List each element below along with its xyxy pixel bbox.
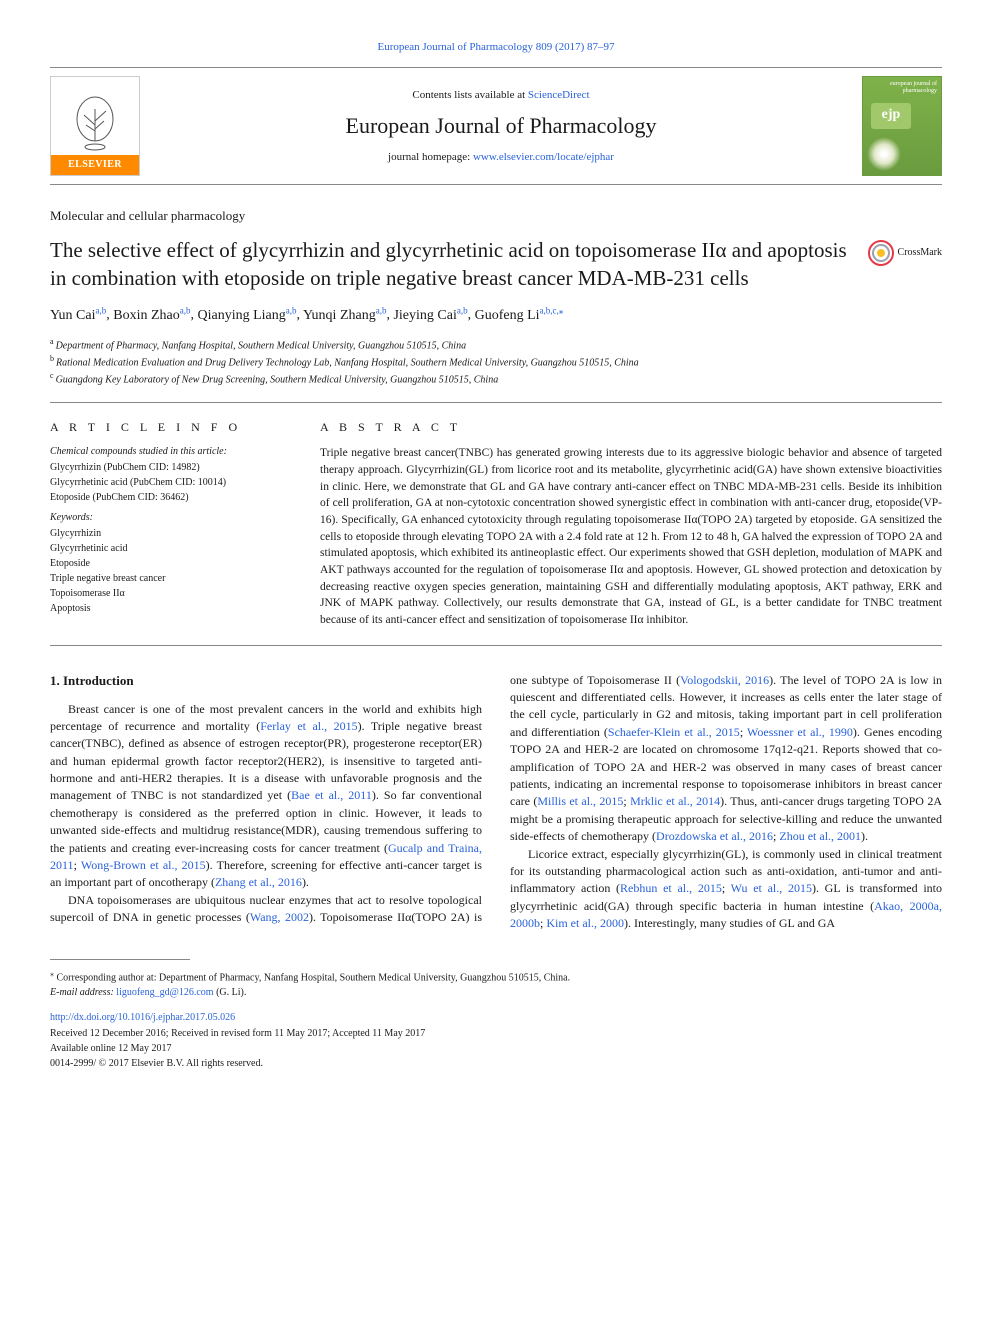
keyword-item: Triple negative breast cancer <box>50 572 290 586</box>
author-affiliation-mark: a,b <box>96 305 107 315</box>
citation-link[interactable]: Wang, 2002 <box>250 910 309 924</box>
masthead-center: Contents lists available at ScienceDirec… <box>152 76 850 176</box>
section-label: Molecular and cellular pharmacology <box>50 207 942 225</box>
keywords-label: Keywords: <box>50 511 290 525</box>
body-text: 1. Introduction Breast cancer is one of … <box>50 672 942 933</box>
corresponding-author-footnote: ⁎ Corresponding author at: Department of… <box>50 968 942 1000</box>
citation-link[interactable]: Ferlay et al., 2015 <box>260 719 357 733</box>
affiliations: a Department of Pharmacy, Nanfang Hospit… <box>50 336 942 388</box>
author: Jieying Caia,b <box>393 308 467 323</box>
citation-header: European Journal of Pharmacology 809 (20… <box>50 40 942 55</box>
article-info: A R T I C L E I N F O Chemical compounds… <box>50 419 290 629</box>
homepage-link[interactable]: www.elsevier.com/locate/ejphar <box>473 151 614 163</box>
copyright: 0014-2999/ © 2017 Elsevier B.V. All righ… <box>50 1056 942 1071</box>
author-affiliation-mark: a,b <box>180 305 191 315</box>
compound-item: Glycyrrhizin (PubChem CID: 14982) <box>50 461 290 475</box>
title-row: The selective effect of glycyrrhizin and… <box>50 236 942 293</box>
affiliation-mark: a <box>50 337 56 346</box>
elsevier-tree-icon <box>70 95 120 155</box>
citation-header-text[interactable]: European Journal of Pharmacology 809 (20… <box>377 41 614 53</box>
crossmark-badge[interactable]: CrossMark <box>868 240 942 266</box>
body-paragraph: Licorice extract, especially glycyrrhizi… <box>510 846 942 933</box>
journal-name: European Journal of Pharmacology <box>152 111 850 142</box>
crossmark-icon <box>868 240 894 266</box>
article-info-heading: A R T I C L E I N F O <box>50 419 290 436</box>
citation-link[interactable]: Wu et al., 2015 <box>731 881 812 895</box>
citation-link[interactable]: Drozdowska et al., 2016 <box>656 829 773 843</box>
homepage-line: journal homepage: www.elsevier.com/locat… <box>152 150 850 165</box>
body-paragraph: Breast cancer is one of the most prevale… <box>50 701 482 892</box>
compound-item: Etoposide (PubChem CID: 36462) <box>50 491 290 505</box>
doi-link[interactable]: http://dx.doi.org/10.1016/j.ejphar.2017.… <box>50 1010 942 1025</box>
email-suffix: (G. Li). <box>214 987 247 998</box>
email-label: E-mail address: <box>50 987 116 998</box>
cover-art-icon <box>867 137 901 171</box>
compounds-label: Chemical compounds studied in this artic… <box>50 445 290 459</box>
keyword-item: Apoptosis <box>50 602 290 616</box>
affiliation-mark: c <box>50 371 56 380</box>
keyword-item: Glycyrrhizin <box>50 527 290 541</box>
affiliation: a Department of Pharmacy, Nanfang Hospit… <box>50 336 942 353</box>
keyword-item: Topoisomerase IIα <box>50 587 290 601</box>
citation-link[interactable]: Wong-Brown et al., 2015 <box>81 858 206 872</box>
introduction-heading: 1. Introduction <box>50 672 482 691</box>
publisher-logo[interactable]: ELSEVIER <box>50 76 140 176</box>
author: Yunqi Zhanga,b <box>303 308 386 323</box>
author-affiliation-mark: a,b <box>376 305 387 315</box>
citation-link[interactable]: Vologodskii, 2016 <box>680 673 769 687</box>
abstract-text: Triple negative breast cancer(TNBC) has … <box>320 445 942 628</box>
keyword-item: Glycyrrhetinic acid <box>50 542 290 556</box>
citation-link[interactable]: Kim et al., 2000 <box>546 916 624 930</box>
crossmark-label: CrossMark <box>898 246 942 260</box>
citation-link[interactable]: Mrklic et al., 2014 <box>630 794 720 808</box>
received-dates: Received 12 December 2016; Received in r… <box>50 1026 942 1041</box>
citation-link[interactable]: Millis et al., 2015 <box>537 794 623 808</box>
corresponding-mark: ⁎ <box>50 969 54 978</box>
affiliation: c Guangdong Key Laboratory of New Drug S… <box>50 370 942 387</box>
corresponding-text: Corresponding author at: Department of P… <box>57 972 571 983</box>
citation-link[interactable]: Woessner et al., 1990 <box>747 725 853 739</box>
author: Guofeng Lia,b,c,⁎ <box>475 308 564 323</box>
citation-link[interactable]: Zhang et al., 2016 <box>215 875 302 889</box>
citation-link[interactable]: Zhou et al., 2001 <box>779 829 861 843</box>
author: Yun Caia,b <box>50 308 106 323</box>
info-abstract-row: A R T I C L E I N F O Chemical compounds… <box>50 402 942 646</box>
journal-cover[interactable]: european journal of pharmacology ejp <box>862 76 942 176</box>
author: Qianying Lianga,b <box>198 308 297 323</box>
article-title: The selective effect of glycyrrhizin and… <box>50 236 854 293</box>
homepage-prefix: journal homepage: <box>388 151 473 163</box>
publication-info: http://dx.doi.org/10.1016/j.ejphar.2017.… <box>50 1010 942 1071</box>
citation-link[interactable]: Rebhun et al., 2015 <box>620 881 722 895</box>
citation-link[interactable]: Schaefer-Klein et al., 2015 <box>608 725 740 739</box>
compound-item: Glycyrrhetinic acid (PubChem CID: 10014) <box>50 476 290 490</box>
author-affiliation-mark: a,b,c,⁎ <box>540 305 564 315</box>
affiliation: b Rational Medication Evaluation and Dru… <box>50 353 942 370</box>
email-link[interactable]: liguofeng_gd@126.com <box>116 987 213 998</box>
author-affiliation-mark: a,b <box>286 305 297 315</box>
keyword-item: Etoposide <box>50 557 290 571</box>
available-online: Available online 12 May 2017 <box>50 1041 942 1056</box>
authors-line: Yun Caia,b, Boxin Zhaoa,b, Qianying Lian… <box>50 304 942 325</box>
author: Boxin Zhaoa,b <box>113 308 190 323</box>
abstract-heading: A B S T R A C T <box>320 419 942 436</box>
contents-line: Contents lists available at ScienceDirec… <box>152 88 850 103</box>
footnote-separator <box>50 959 190 960</box>
author-affiliation-mark: a,b <box>457 305 468 315</box>
cover-title: european journal of pharmacology <box>863 81 937 94</box>
publisher-brand: ELSEVIER <box>51 155 139 175</box>
citation-link[interactable]: Bae et al., 2011 <box>291 788 372 802</box>
affiliation-mark: b <box>50 354 56 363</box>
masthead: ELSEVIER Contents lists available at Sci… <box>50 67 942 185</box>
abstract: A B S T R A C T Triple negative breast c… <box>320 419 942 629</box>
contents-prefix: Contents lists available at <box>412 89 527 101</box>
cover-badge: ejp <box>871 103 911 129</box>
sciencedirect-link[interactable]: ScienceDirect <box>528 89 590 101</box>
